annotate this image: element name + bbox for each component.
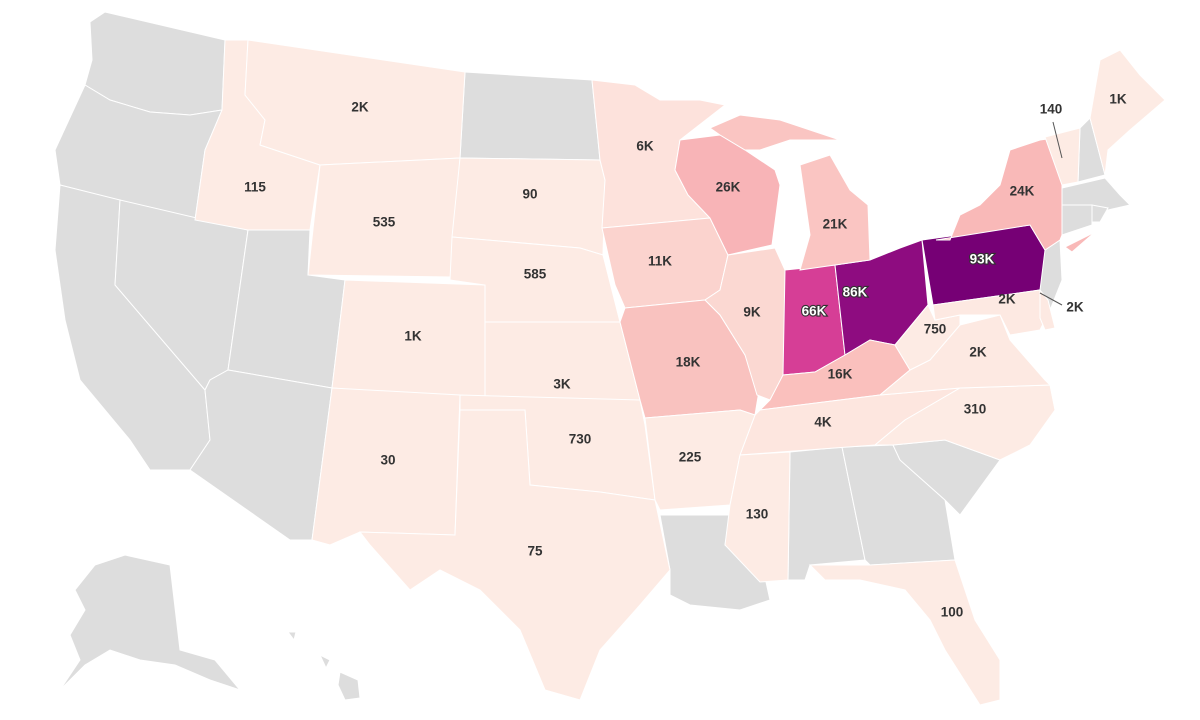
value-label-fl: 100 bbox=[941, 605, 964, 620]
value-label-ms: 130 bbox=[746, 507, 769, 522]
state-il bbox=[704, 247, 786, 401]
value-label-de: 2K bbox=[1066, 300, 1084, 315]
state-hi bbox=[287, 631, 297, 642]
state-mi bbox=[799, 154, 871, 271]
value-label-ia: 11K bbox=[648, 254, 672, 269]
state-ct bbox=[1061, 204, 1093, 236]
state-nd bbox=[459, 71, 601, 161]
value-label-co: 1K bbox=[404, 329, 422, 344]
value-label-mi: 21K bbox=[823, 217, 848, 232]
value-label-ks: 3K bbox=[553, 377, 571, 392]
value-label-oh: 86K bbox=[843, 285, 868, 300]
state-wv bbox=[894, 304, 961, 371]
value-label-id: 115 bbox=[244, 180, 266, 195]
value-label-tx: 75 bbox=[527, 544, 543, 559]
state-in bbox=[782, 264, 846, 376]
state-vt bbox=[1044, 127, 1081, 186]
value-label-wy: 535 bbox=[373, 215, 396, 230]
state-value-labels: 115 2K 535 1K 30 90 585 3K 730 75 6K 11K 18K 26K 9K 66K… bbox=[244, 92, 1127, 620]
state-shapes bbox=[54, 11, 1166, 706]
value-label-nc: 310 bbox=[964, 402, 987, 417]
value-label-mt: 2K bbox=[351, 100, 369, 115]
state-me bbox=[1089, 49, 1166, 176]
state-fl bbox=[808, 559, 1001, 706]
value-label-mo: 18K bbox=[676, 355, 701, 370]
leader-line-de bbox=[1039, 292, 1063, 306]
value-label-wv: 750 bbox=[924, 322, 947, 337]
value-label-me: 1K bbox=[1109, 92, 1127, 107]
state-ak bbox=[59, 554, 242, 692]
value-label-mn: 6K bbox=[636, 139, 654, 154]
value-label-ok: 730 bbox=[569, 432, 592, 447]
value-label-ne: 585 bbox=[524, 267, 547, 282]
value-label-va: 2K bbox=[969, 345, 987, 360]
state-mt bbox=[244, 39, 466, 166]
state-ri bbox=[1091, 204, 1109, 223]
state-hi bbox=[337, 671, 361, 701]
value-label-vt: 140 bbox=[1040, 102, 1063, 117]
state-tx bbox=[358, 409, 671, 701]
value-label-md: 2K bbox=[998, 292, 1016, 307]
value-label-il: 9K bbox=[743, 305, 761, 320]
state-de bbox=[1039, 288, 1056, 331]
state-ms bbox=[724, 451, 791, 583]
value-label-sd: 90 bbox=[522, 187, 537, 202]
state-az bbox=[189, 369, 333, 541]
state-ny bbox=[1064, 231, 1096, 253]
value-label-ar: 225 bbox=[679, 450, 702, 465]
state-hi bbox=[318, 653, 331, 670]
leader-line-vt bbox=[1052, 121, 1063, 159]
value-label-tn: 4K bbox=[814, 415, 832, 430]
value-label-nm: 30 bbox=[380, 453, 395, 468]
value-label-wi: 26K bbox=[716, 180, 741, 195]
label-leader-lines bbox=[1039, 121, 1063, 306]
value-label-in: 66K bbox=[802, 304, 827, 319]
value-label-pa: 93K bbox=[970, 252, 995, 267]
value-label-ky: 16K bbox=[828, 367, 853, 382]
value-label-ny: 24K bbox=[1010, 184, 1035, 199]
state-mi bbox=[708, 114, 841, 151]
